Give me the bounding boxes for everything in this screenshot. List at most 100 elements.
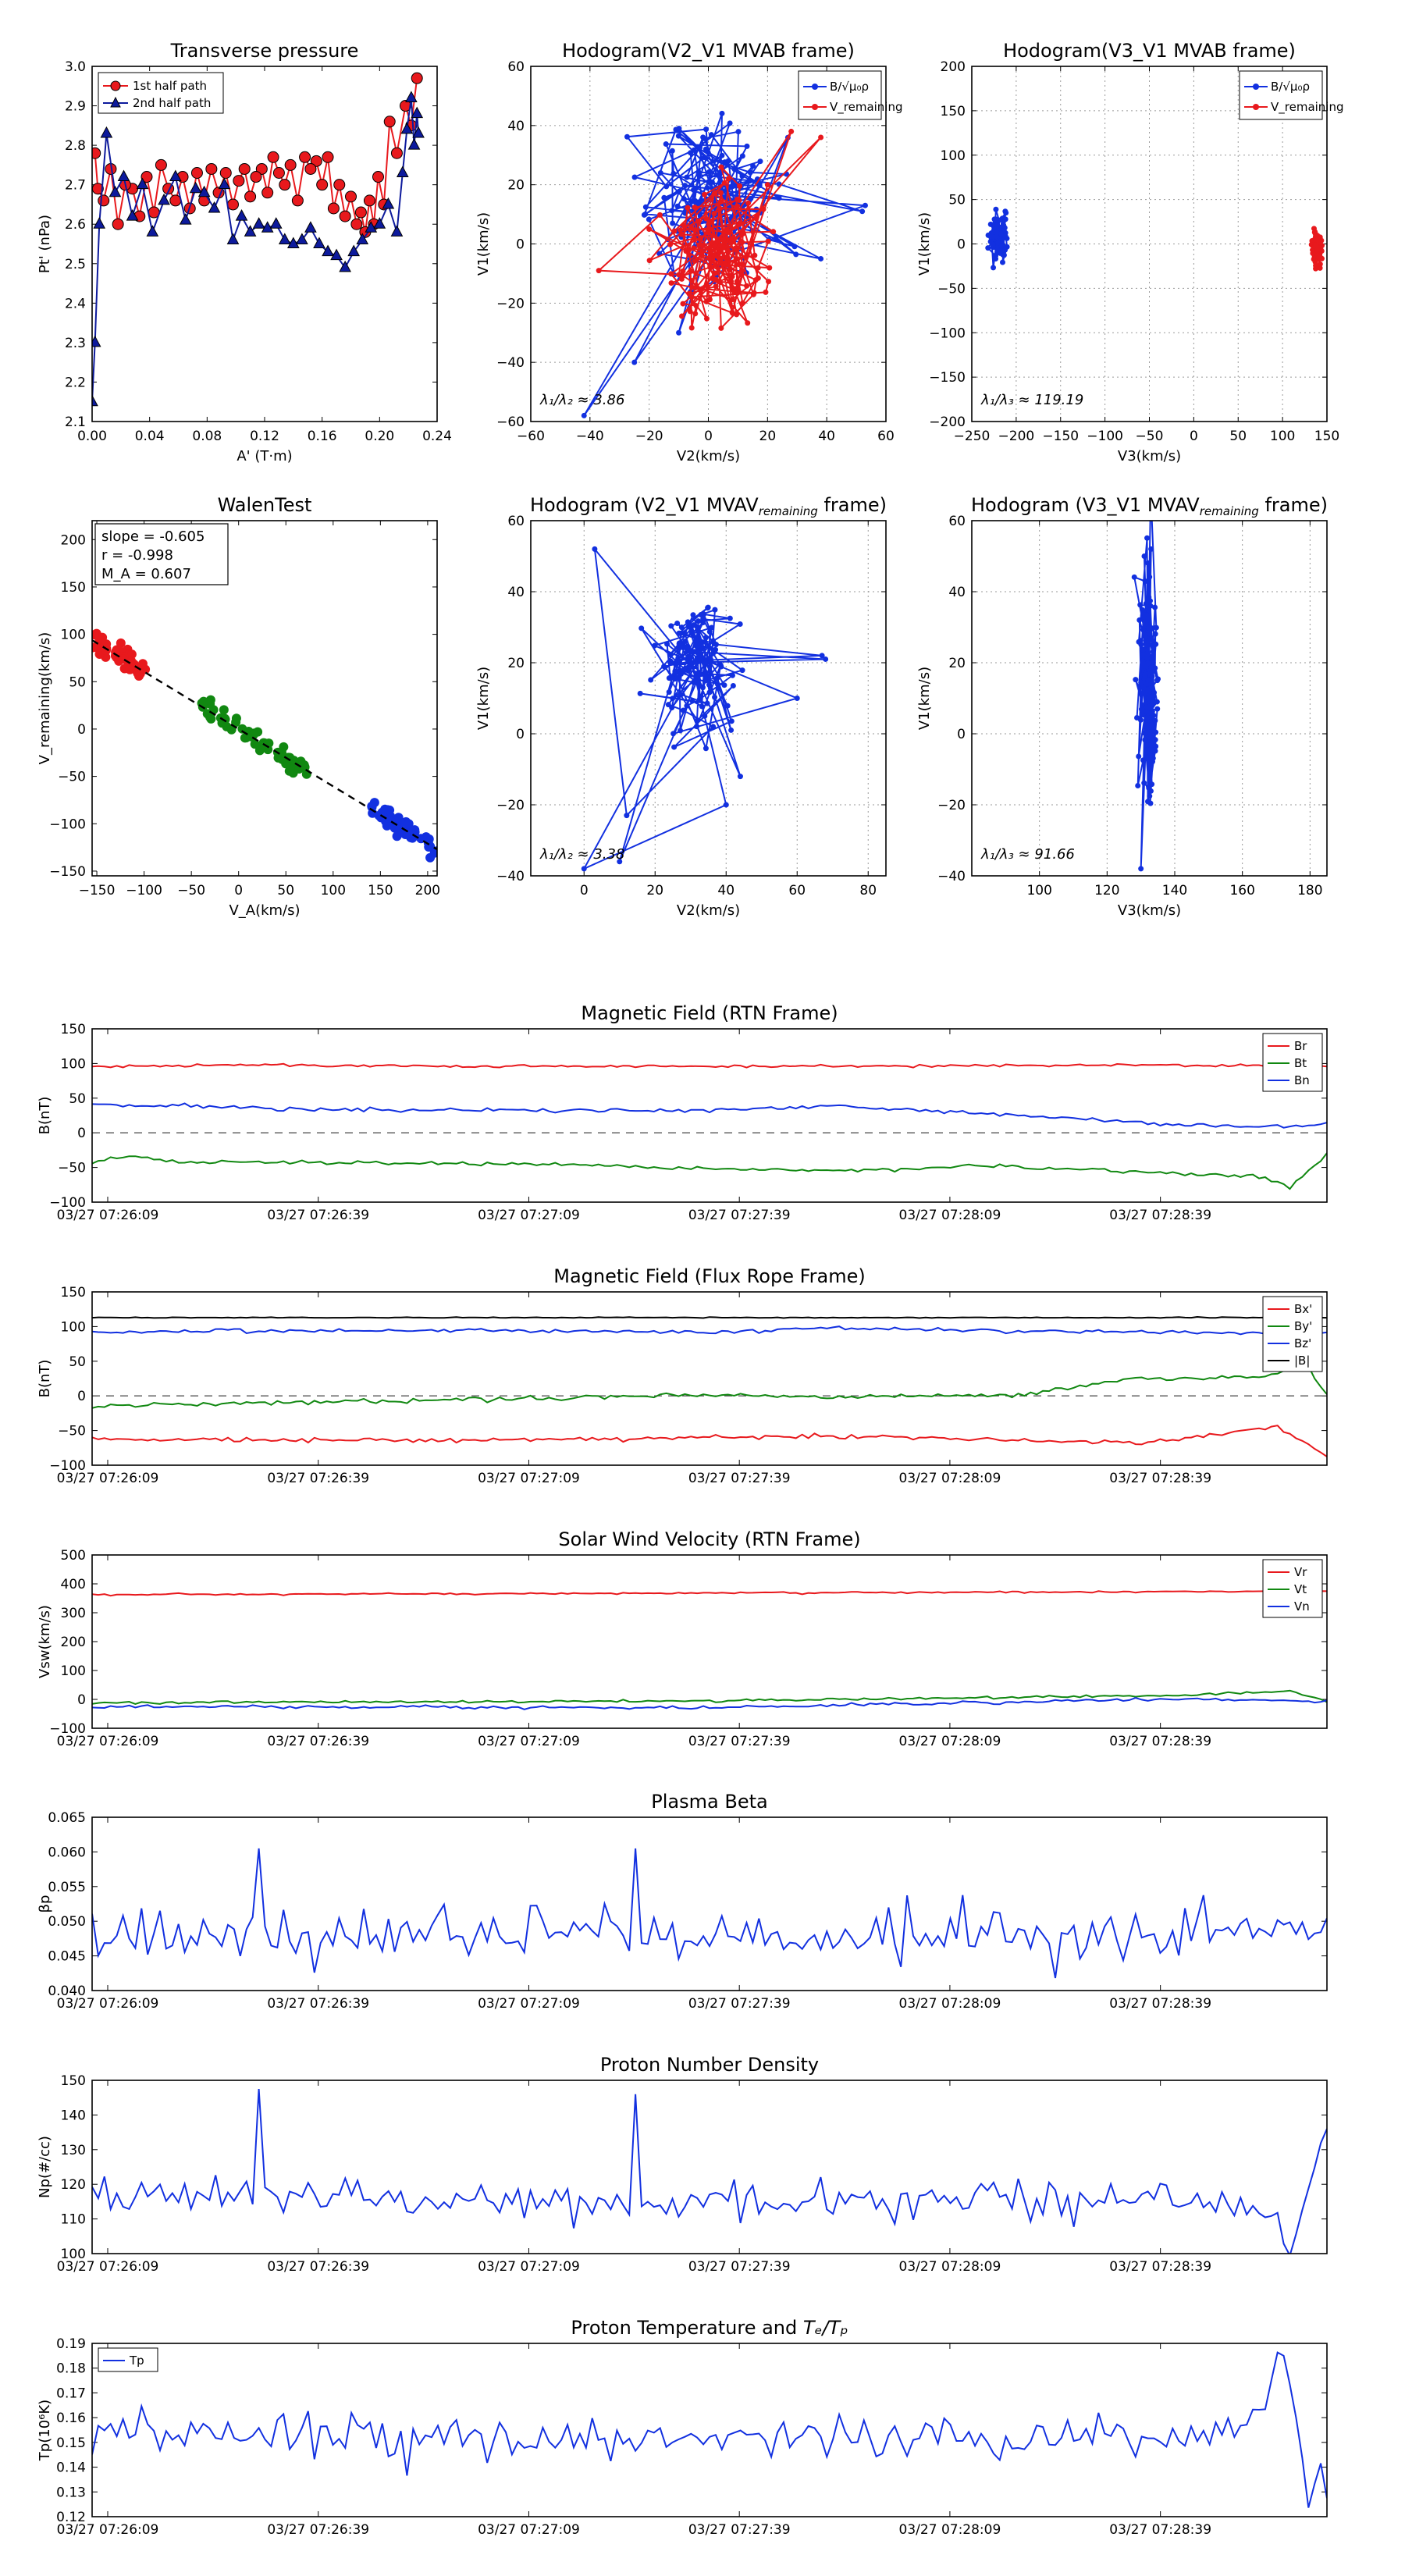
data-point xyxy=(592,546,598,552)
data-point xyxy=(746,178,752,184)
data-point xyxy=(794,696,800,701)
data-point xyxy=(1153,641,1159,647)
data-point xyxy=(688,278,695,284)
legend-label: Bn xyxy=(1294,1073,1310,1087)
x-tick-label: 03/27 07:27:39 xyxy=(688,2522,791,2538)
data-point xyxy=(724,703,731,709)
y-tick-label: 100 xyxy=(61,628,86,643)
data-point xyxy=(705,149,711,155)
y-tick-label: 150 xyxy=(61,1022,86,1037)
plot-area xyxy=(92,1589,1327,1710)
legend-label: Vn xyxy=(1294,1599,1310,1614)
plot-frame xyxy=(91,520,438,877)
data-point xyxy=(680,268,686,274)
x-tick-label: 03/27 07:27:39 xyxy=(688,1208,791,1223)
data-point xyxy=(990,241,996,247)
chart-walen_test: −150 −100 −50 0 50 100 150 200 −150 −100 −50 0 50 100… xyxy=(37,494,440,919)
data-point-triangle xyxy=(296,233,308,244)
data-point xyxy=(284,766,294,776)
data-point xyxy=(669,705,675,711)
data-point-circle xyxy=(112,218,124,230)
plot-area xyxy=(581,546,829,872)
y-tick-label: 0.19 xyxy=(56,2336,86,2352)
data-point xyxy=(691,245,697,251)
data-point xyxy=(702,713,708,719)
data-point xyxy=(730,682,736,688)
y-tick-label: 40 xyxy=(948,585,966,600)
data-point xyxy=(1316,254,1322,261)
y-axis-label: Np(#/cc) xyxy=(37,2136,53,2198)
data-point xyxy=(135,669,145,679)
data-point xyxy=(730,310,736,316)
chart-title: Transverse pressure xyxy=(170,40,359,62)
data-point xyxy=(707,264,713,270)
data-point xyxy=(684,703,690,709)
data-point xyxy=(704,700,710,706)
y-tick-label: 2.2 xyxy=(65,375,86,390)
y-tick-label: 100 xyxy=(61,2247,86,2262)
y-tick-label: −100 xyxy=(929,326,966,341)
data-point xyxy=(670,696,676,702)
data-point xyxy=(748,195,754,201)
data-point xyxy=(699,251,705,258)
chart-title: Magnetic Field (RTN Frame) xyxy=(581,1002,838,1024)
x-tick-label: 03/27 07:27:09 xyxy=(478,1996,580,2012)
x-axis-label: V_A(km/s) xyxy=(229,902,300,919)
data-point-circle xyxy=(267,151,279,163)
data-point xyxy=(744,283,750,289)
data-point xyxy=(704,184,710,190)
data-point xyxy=(681,196,687,202)
y-tick-label: 20 xyxy=(948,656,966,671)
data-point xyxy=(998,230,1004,237)
data-point-triangle xyxy=(261,221,274,233)
data-point xyxy=(757,158,763,165)
data-point xyxy=(98,632,108,642)
data-point-triangle xyxy=(108,185,122,197)
y-tick-label: 150 xyxy=(61,2073,86,2089)
data-point xyxy=(711,641,717,647)
data-point-triangle xyxy=(179,213,192,225)
data-point xyxy=(793,251,799,258)
y-tick-label: 0 xyxy=(77,1692,86,1708)
data-point xyxy=(687,308,693,315)
plot-frame xyxy=(91,1028,1328,1203)
y-tick-label: 140 xyxy=(61,2108,86,2123)
data-point-triangle xyxy=(396,165,409,177)
data-point xyxy=(862,202,868,208)
data-point xyxy=(663,141,669,148)
x-tick-label: 03/27 07:28:39 xyxy=(1109,2259,1211,2275)
x-tick-label: 40 xyxy=(717,883,735,898)
data-point xyxy=(704,283,710,289)
x-tick-label: 100 xyxy=(1026,883,1051,898)
data-point xyxy=(823,656,829,662)
data-point-circle xyxy=(92,147,101,159)
x-tick-label: 03/27 07:27:39 xyxy=(688,1734,791,1749)
y-tick-label: 120 xyxy=(61,2177,86,2193)
data-point xyxy=(675,133,681,139)
y-tick-label: −100 xyxy=(49,817,86,832)
data-point xyxy=(739,239,745,245)
data-point xyxy=(670,731,677,737)
x-tick-label: 03/27 07:28:39 xyxy=(1109,1734,1211,1749)
data-point xyxy=(206,713,216,724)
data-point-triangle xyxy=(136,177,149,190)
data-point xyxy=(1148,546,1154,552)
data-point xyxy=(1142,634,1148,640)
legend: B/√μ₀ρ V_remaining xyxy=(1239,70,1344,120)
x-tick-label: 03/27 07:27:09 xyxy=(478,1471,580,1486)
data-point xyxy=(724,254,731,260)
legend: Br Bt Bn xyxy=(1262,1033,1323,1092)
x-tick-label: −150 xyxy=(79,883,116,898)
legend-swatch-marker xyxy=(1253,104,1259,110)
data-point xyxy=(596,268,602,274)
data-point xyxy=(676,630,682,636)
x-tick-label: 180 xyxy=(1297,883,1322,898)
data-point xyxy=(700,134,706,141)
y-tick-label: 0.14 xyxy=(56,2460,86,2476)
data-point xyxy=(752,252,758,258)
x-tick-label: 03/27 07:27:39 xyxy=(688,1471,791,1486)
plot-area xyxy=(92,1848,1327,1979)
data-point xyxy=(694,642,700,648)
data-point xyxy=(712,607,718,613)
data-point xyxy=(1145,624,1151,631)
